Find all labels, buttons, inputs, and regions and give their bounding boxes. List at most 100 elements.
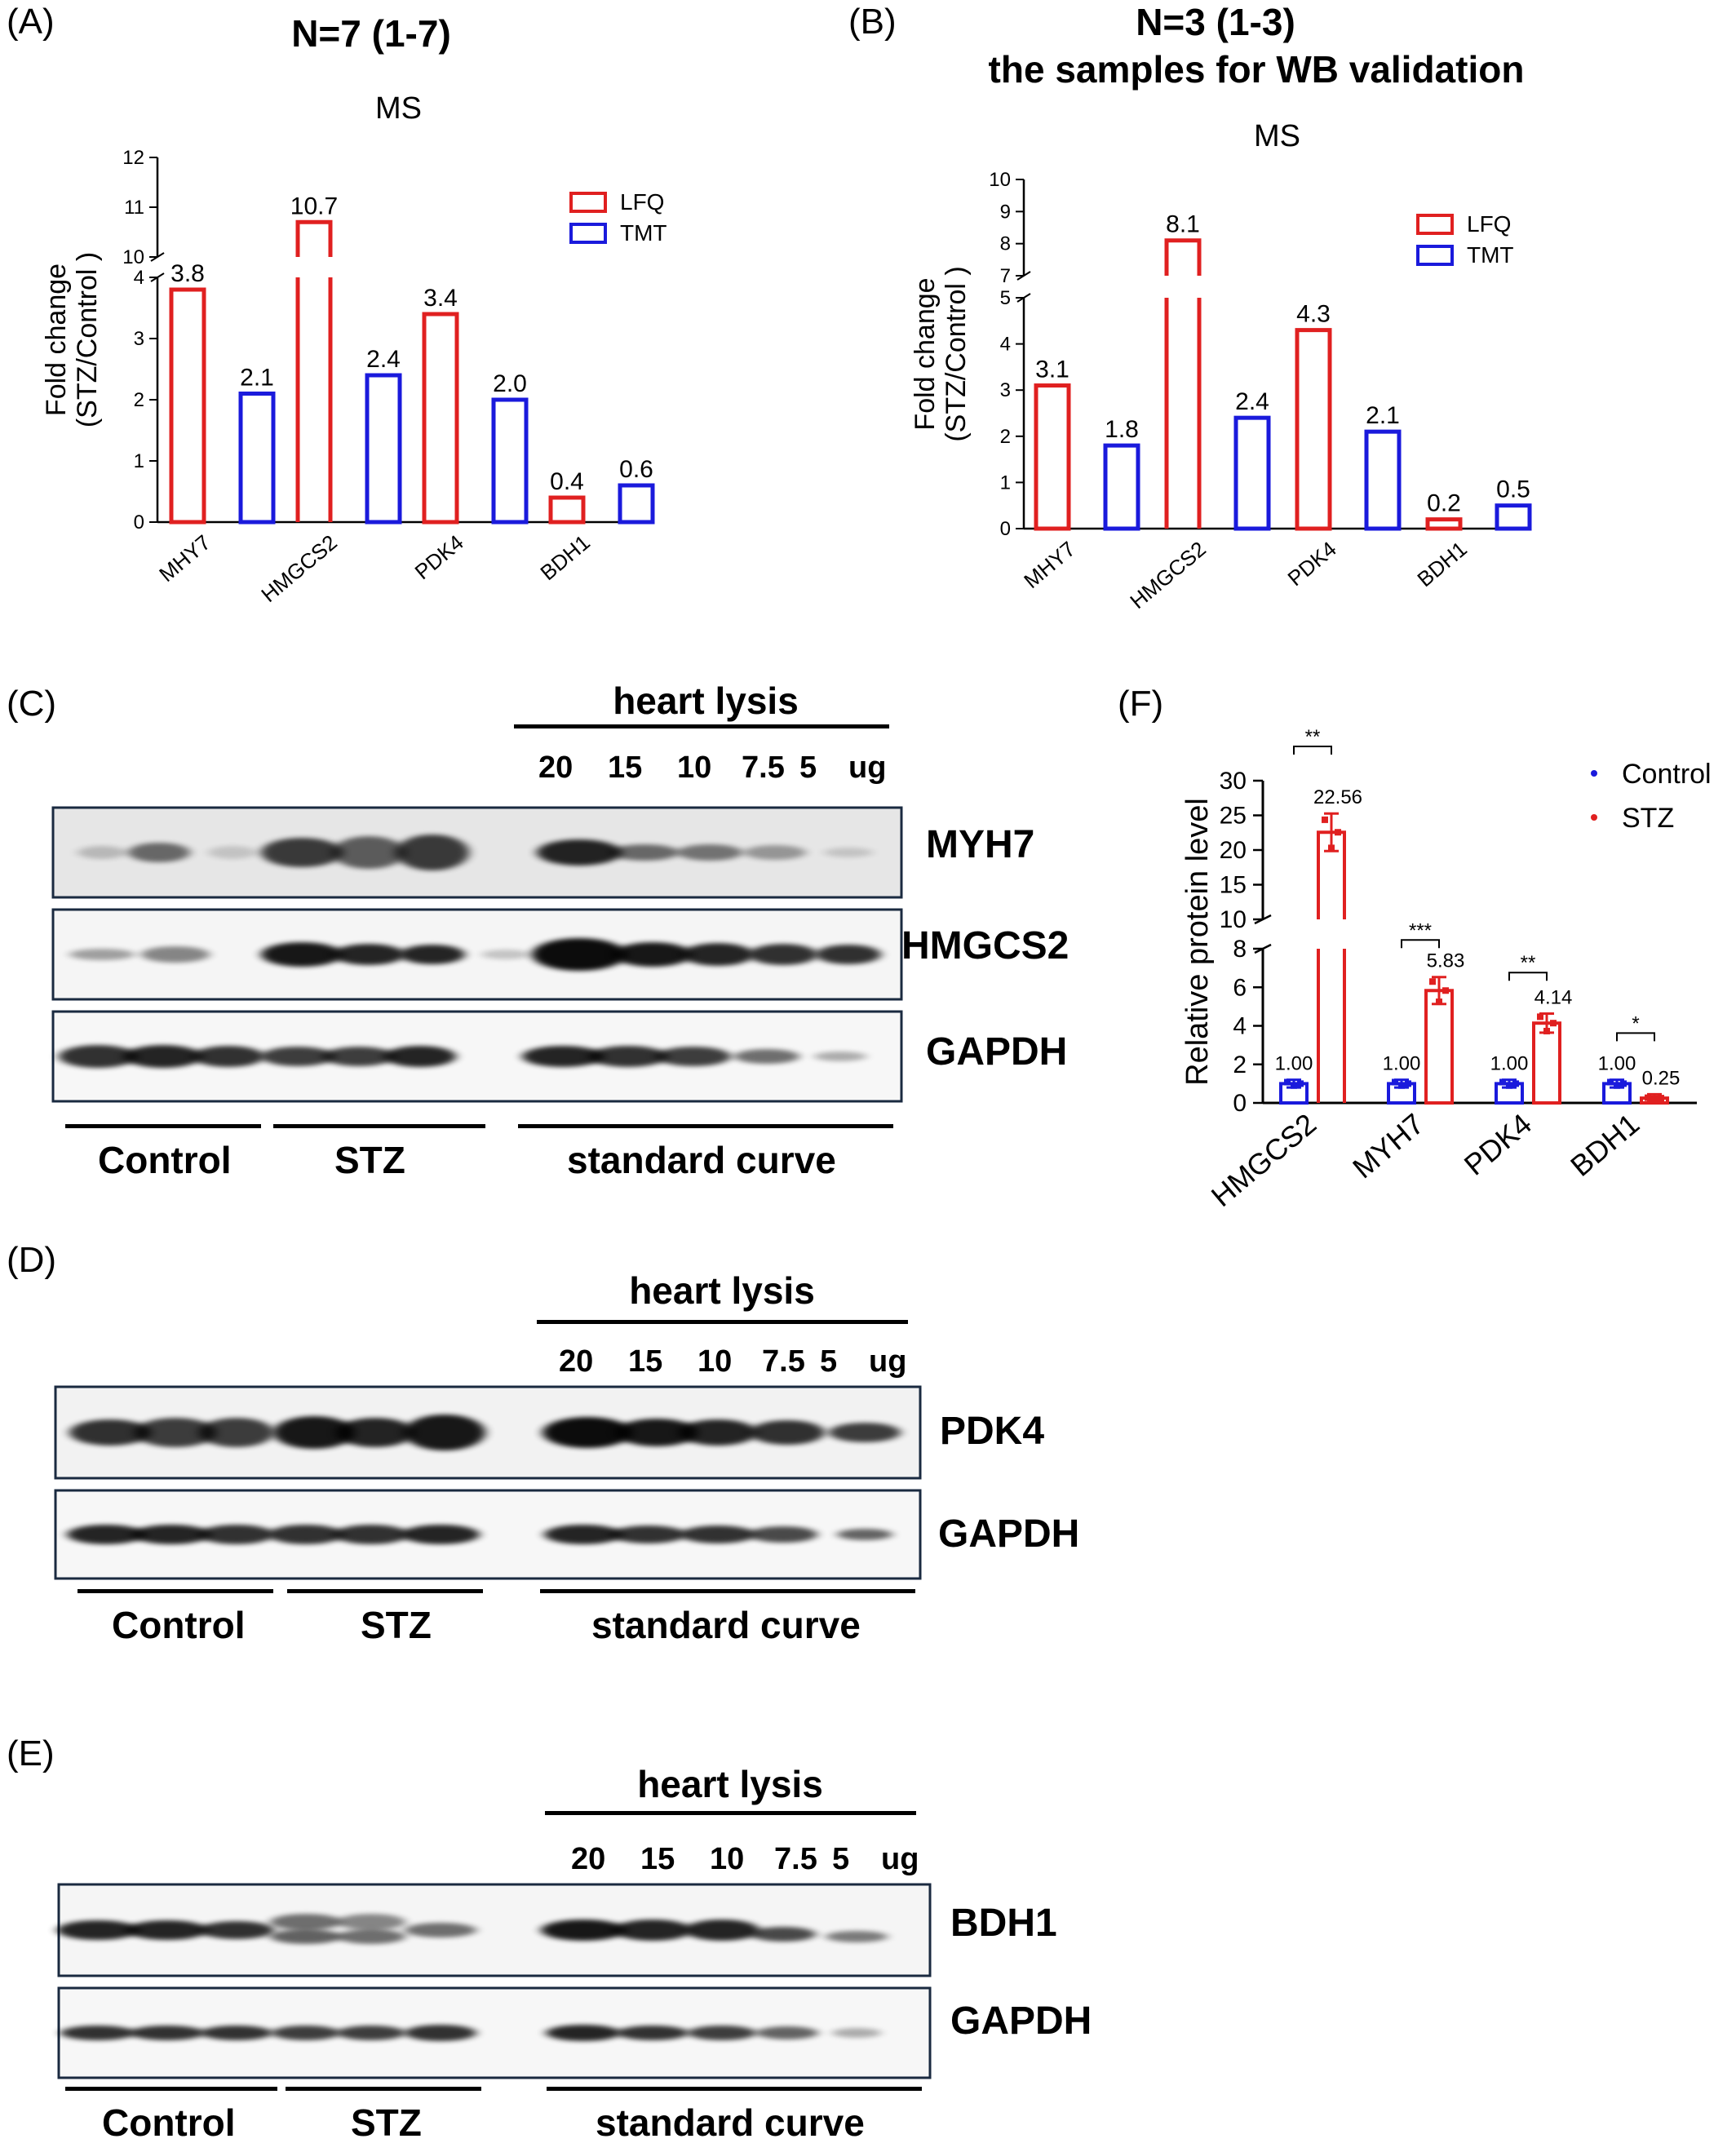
panel-a-title: N=7 (1-7) xyxy=(291,12,451,55)
band xyxy=(684,1920,760,1941)
significance-bracket xyxy=(1401,939,1440,949)
significance-label: * xyxy=(1632,1012,1639,1034)
significance-bracket xyxy=(1616,1032,1655,1042)
band xyxy=(208,846,257,859)
heart-lysis-bar xyxy=(514,724,889,728)
bar xyxy=(618,483,655,525)
band xyxy=(522,1046,604,1067)
band xyxy=(337,1914,405,1930)
lane-label: 5 xyxy=(820,1344,838,1379)
blot-label-bdh1: BDH1 xyxy=(950,1902,1057,1945)
y-axis-label: Relative protein level xyxy=(1180,798,1215,1086)
significance-label: *** xyxy=(1409,919,1432,941)
lane-label: ug xyxy=(881,1842,919,1876)
band xyxy=(261,838,343,867)
y-tick-label: 0 xyxy=(134,511,144,534)
y-tick-label: 1 xyxy=(134,450,144,472)
y-tick-label: 10 xyxy=(1220,906,1247,933)
bar-lower xyxy=(1317,949,1346,1103)
band xyxy=(404,1415,485,1450)
legend-label: LFQ xyxy=(620,189,664,215)
band xyxy=(749,944,817,965)
blot-e xyxy=(57,1883,932,2079)
category-label: BDH1 xyxy=(1412,537,1471,592)
blot-label-pdk4: PDK4 xyxy=(940,1410,1045,1453)
band xyxy=(656,1047,731,1066)
bar xyxy=(548,495,586,525)
data-point xyxy=(1297,1080,1304,1087)
band xyxy=(337,2026,405,2040)
bar xyxy=(1424,989,1454,1105)
y-axis-label: Fold change(STZ/Control ) xyxy=(41,252,103,427)
band xyxy=(384,1046,456,1067)
lane-label: 10 xyxy=(698,1344,733,1379)
lane-label: 7.5 xyxy=(774,1842,817,1876)
heart-lysis-bar-d xyxy=(537,1320,908,1324)
data-point xyxy=(1429,978,1436,985)
band xyxy=(751,1927,816,1942)
band xyxy=(336,1418,414,1447)
y-tick-label: 4 xyxy=(1233,1013,1247,1040)
band xyxy=(816,945,881,964)
lane-label: 10 xyxy=(677,751,712,785)
bar xyxy=(1233,415,1271,531)
y-tick-label: 5 xyxy=(1000,287,1011,309)
bar-value-label: 2.1 xyxy=(240,365,274,392)
legend-swatch xyxy=(1416,245,1454,266)
category-label: HMGCS2 xyxy=(1125,537,1211,613)
data-point xyxy=(1405,1080,1411,1087)
data-point xyxy=(1436,999,1442,1006)
bar-value-label: 0.4 xyxy=(550,468,584,495)
bar-value-label: 8.1 xyxy=(1166,211,1200,238)
category-label: MYH7 xyxy=(1346,1107,1430,1185)
bar-value-label: 10.7 xyxy=(290,193,338,219)
band xyxy=(546,2025,621,2041)
band xyxy=(78,846,126,859)
band xyxy=(756,2026,818,2039)
bar xyxy=(1532,1021,1561,1105)
y-tick-label: 1 xyxy=(1000,472,1011,494)
legend-swatch xyxy=(569,192,607,213)
band xyxy=(270,1914,342,1930)
bar xyxy=(365,373,402,525)
bar-value-label: 3.1 xyxy=(1035,356,1070,383)
bar-lower xyxy=(295,277,333,522)
band xyxy=(832,2028,881,2038)
data-point xyxy=(1550,1020,1557,1027)
data-point xyxy=(1442,987,1449,994)
blot-label-gapdh-c: GAPDH xyxy=(926,1030,1068,1074)
panel-d-label: (D) xyxy=(7,1240,57,1280)
heart-lysis-label-e: heart lysis xyxy=(637,1763,823,1805)
bar-upper xyxy=(295,219,333,257)
legend-label: TMT xyxy=(1467,242,1514,268)
panel-a-subtitle: MS xyxy=(375,91,422,126)
bar-value-label: 4.3 xyxy=(1296,301,1331,328)
band xyxy=(541,1920,626,1941)
panel-b-title: N=3 (1-3) xyxy=(1136,1,1295,43)
legend-label: LFQ xyxy=(1467,211,1511,237)
lane-label: 15 xyxy=(628,1344,663,1379)
data-point xyxy=(1398,1082,1405,1089)
bar xyxy=(238,392,276,525)
band xyxy=(829,1423,901,1442)
category-label: HMGCS2 xyxy=(256,530,342,607)
data-point xyxy=(1614,1082,1620,1089)
band xyxy=(60,2026,135,2040)
y-tick-label: 0 xyxy=(1000,518,1011,540)
band xyxy=(270,1929,342,1944)
y-tick-label: 6 xyxy=(1233,974,1247,1001)
panel-b-subtitle: MS xyxy=(1254,119,1300,153)
data-point xyxy=(1651,1095,1658,1102)
category-label: BDH1 xyxy=(535,530,594,586)
y-tick-label: 3 xyxy=(134,328,144,350)
lane-label: 5 xyxy=(799,751,817,785)
y-tick-label: 10 xyxy=(989,169,1011,191)
bar-value-label: 1.00 xyxy=(1275,1053,1313,1075)
y-tick-label: 4 xyxy=(134,267,144,289)
bar-value-label: 0.5 xyxy=(1496,476,1530,503)
stz-bar-c xyxy=(273,1124,485,1128)
chart-b: 0 1 2 3 4 57 8 9 10 Fold change(STZ/Control ) 3.1 1… xyxy=(910,169,1532,613)
y-tick-label: 4 xyxy=(1000,334,1011,356)
